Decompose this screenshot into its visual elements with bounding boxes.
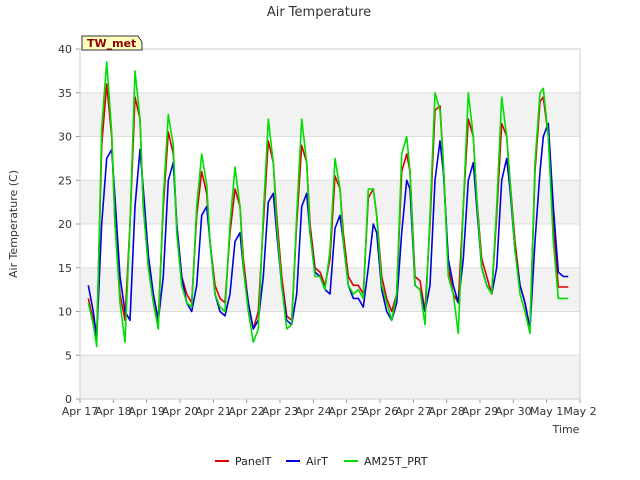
plot-frame [79, 48, 581, 400]
y-tick-label: 15 [58, 262, 72, 275]
x-tick-label: Apr 23 [262, 405, 299, 418]
x-tick-label: Apr 25 [328, 405, 365, 418]
x-tick-label: Apr 18 [95, 405, 132, 418]
y-tick-label: 20 [58, 218, 72, 231]
x-tick-label: Apr 20 [162, 405, 199, 418]
y-tick-label: 25 [58, 174, 72, 187]
y-tick-label: 0 [65, 393, 72, 406]
y-tick-label: 30 [58, 131, 72, 144]
x-tick-label: Apr 21 [195, 405, 232, 418]
y-tick-label: 10 [58, 306, 72, 319]
plot-band [80, 355, 580, 399]
badge-label: TW_met [87, 37, 136, 50]
x-tick-label: Apr 19 [128, 405, 165, 418]
y-axis-ticks: 0 5 10 15 20 25 30 35 40 [58, 43, 80, 406]
x-tick-label: Apr 28 [428, 405, 465, 418]
x-tick-label: May 2 [563, 405, 596, 418]
badge-box [81, 35, 143, 51]
x-tick-label: Apr 22 [228, 405, 265, 418]
legend-label: PanelT [235, 455, 272, 468]
y-axis-title: Air Temperature (C) [7, 170, 20, 278]
x-tick-label: Apr 26 [362, 405, 399, 418]
plot-band [80, 49, 580, 93]
plot-band [80, 180, 580, 224]
legend-label: AirT [306, 455, 328, 468]
x-tick-label: Apr 24 [295, 405, 332, 418]
x-tick-label: Apr 27 [395, 405, 432, 418]
y-tick-label: 35 [58, 87, 72, 100]
plot-band [80, 92, 580, 137]
plot-band [80, 136, 580, 181]
x-tick-label: Apr 30 [495, 405, 532, 418]
legend: PanelT AirT AM25T_PRT [215, 455, 428, 468]
x-tick-label: May 1 [530, 405, 563, 418]
series-line-am25t-prt [87, 61, 569, 348]
y-tick-label: 5 [65, 349, 72, 362]
legend-label: AM25T_PRT [364, 455, 428, 468]
y-tick-label: 40 [58, 43, 72, 56]
badge: TW_met [81, 35, 143, 51]
x-tick-label: Apr 29 [462, 405, 499, 418]
x-axis-title: Time [552, 423, 580, 436]
plot-band [80, 311, 580, 356]
series-lines [87, 61, 569, 348]
x-tick-label: Apr 17 [62, 405, 99, 418]
chart-title: Air Temperature [267, 5, 371, 20]
